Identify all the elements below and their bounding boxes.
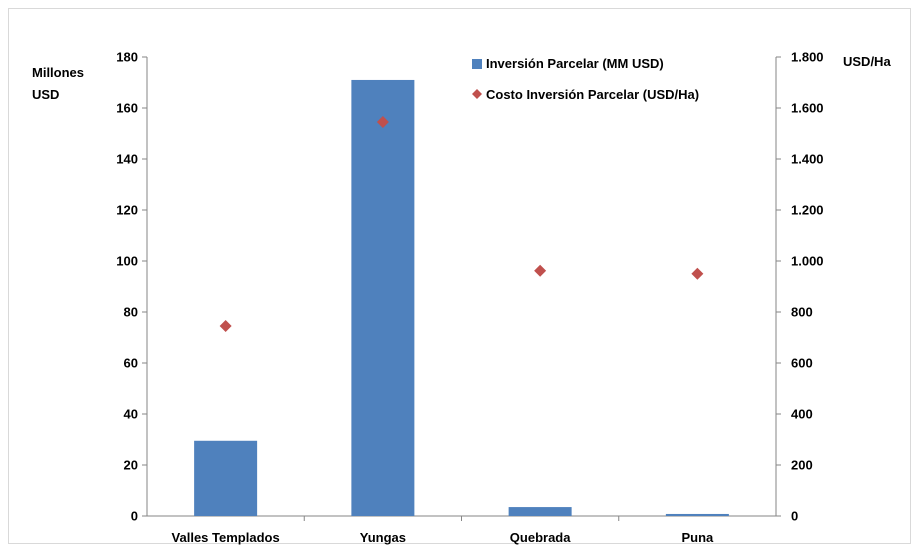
- legend-point-label: Costo Inversión Parcelar (USD/Ha): [486, 87, 699, 102]
- left-axis-title-line1: Millones: [32, 65, 84, 80]
- scatter-series: [219, 116, 704, 333]
- right-axis-title: USD/Ha: [843, 54, 891, 69]
- right-axis-ticks: 0 200 400 600 800 1.000 1.200 1.400 1.600 1.800: [776, 50, 824, 524]
- left-tick-label: 140: [116, 152, 138, 167]
- right-tick-label: 600: [791, 356, 813, 371]
- scatter-point: [376, 116, 389, 129]
- category-labels: Valles Templados Yungas Quebrada Puna: [172, 530, 714, 545]
- right-tick-label: 0: [791, 509, 798, 524]
- category-label: Quebrada: [510, 530, 571, 545]
- left-tick-label: 100: [116, 254, 138, 269]
- bar: [351, 79, 415, 516]
- left-tick-label: 160: [116, 101, 138, 116]
- right-tick-label: 400: [791, 407, 813, 422]
- right-tick-label: 200: [791, 458, 813, 473]
- left-tick-label: 0: [131, 509, 138, 524]
- chart-frame: [8, 8, 911, 544]
- left-tick-label: 120: [116, 203, 138, 218]
- category-label: Yungas: [360, 530, 406, 545]
- legend-bar-label: Inversión Parcelar (MM USD): [486, 56, 664, 71]
- bar: [665, 513, 729, 516]
- left-axis-ticks: 0 20 40 60 80 100 120 140 160 180: [116, 50, 147, 524]
- legend-point-swatch: [472, 89, 482, 99]
- scatter-point: [534, 264, 547, 277]
- bar: [194, 440, 258, 516]
- scatter-point: [691, 267, 704, 280]
- right-tick-label: 1.200: [791, 203, 824, 218]
- right-tick-label: 1.600: [791, 101, 824, 116]
- left-tick-label: 40: [124, 407, 138, 422]
- right-tick-label: 1.000: [791, 254, 824, 269]
- category-label: Valles Templados: [172, 530, 280, 545]
- left-tick-label: 80: [124, 305, 138, 320]
- bar: [508, 507, 572, 516]
- left-axis-title-line2: USD: [32, 87, 59, 102]
- left-tick-label: 180: [116, 50, 138, 65]
- right-tick-label: 1.400: [791, 152, 824, 167]
- scatter-point: [219, 320, 232, 333]
- right-tick-label: 800: [791, 305, 813, 320]
- right-tick-label: 1.800: [791, 50, 824, 65]
- category-label: Puna: [681, 530, 714, 545]
- left-tick-label: 20: [124, 458, 138, 473]
- legend-bar-swatch: [472, 59, 482, 69]
- legend: Inversión Parcelar (MM USD) Costo Invers…: [472, 56, 699, 102]
- left-tick-label: 60: [124, 356, 138, 371]
- bar-series: [194, 79, 729, 516]
